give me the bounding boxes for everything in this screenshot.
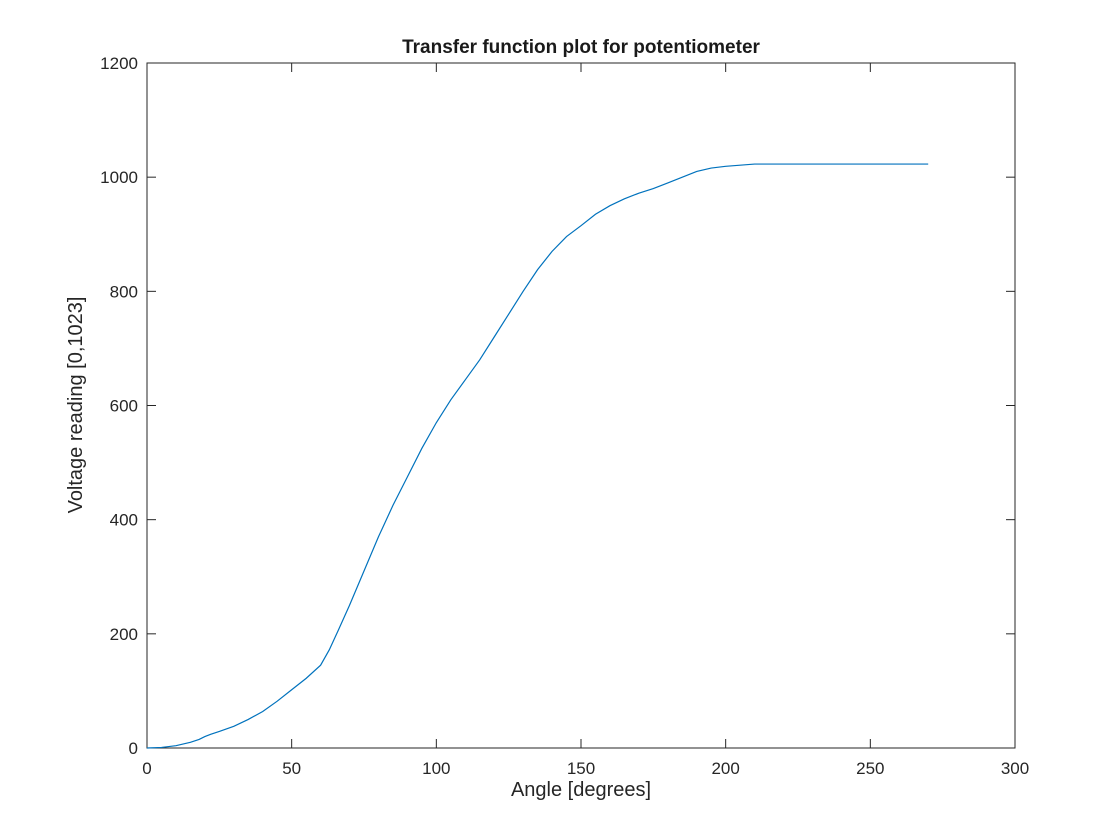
series-layer bbox=[146, 163, 929, 749]
x-tick-label: 50 bbox=[282, 759, 301, 778]
x-tick-label: 200 bbox=[711, 759, 739, 778]
y-tick-label: 400 bbox=[110, 511, 138, 530]
y-tick-label: 800 bbox=[110, 282, 138, 301]
y-tick-label: 600 bbox=[110, 397, 138, 416]
y-axis-ticks: 0 200 400 600 800 1000 1200 bbox=[100, 54, 1015, 758]
x-tick-label: 300 bbox=[1001, 759, 1029, 778]
x-axis-label: Angle [degrees] bbox=[511, 779, 651, 801]
y-axis-label: Voltage reading [0,1023] bbox=[65, 297, 87, 514]
y-tick-label: 1000 bbox=[100, 168, 138, 187]
x-tick-label: 150 bbox=[567, 759, 595, 778]
chart-title: Transfer function plot for potentiometer bbox=[402, 37, 760, 58]
x-tick-label: 0 bbox=[142, 759, 151, 778]
y-tick-label: 200 bbox=[110, 625, 138, 644]
plot-area bbox=[146, 62, 1016, 749]
y-tick-label: 0 bbox=[129, 739, 138, 758]
x-axis-ticks: 0 50 100 150 200 250 300 bbox=[142, 63, 1029, 778]
x-tick-label: 100 bbox=[422, 759, 450, 778]
series-line bbox=[146, 163, 929, 749]
y-tick-label: 1200 bbox=[100, 54, 138, 73]
x-tick-label: 250 bbox=[856, 759, 884, 778]
